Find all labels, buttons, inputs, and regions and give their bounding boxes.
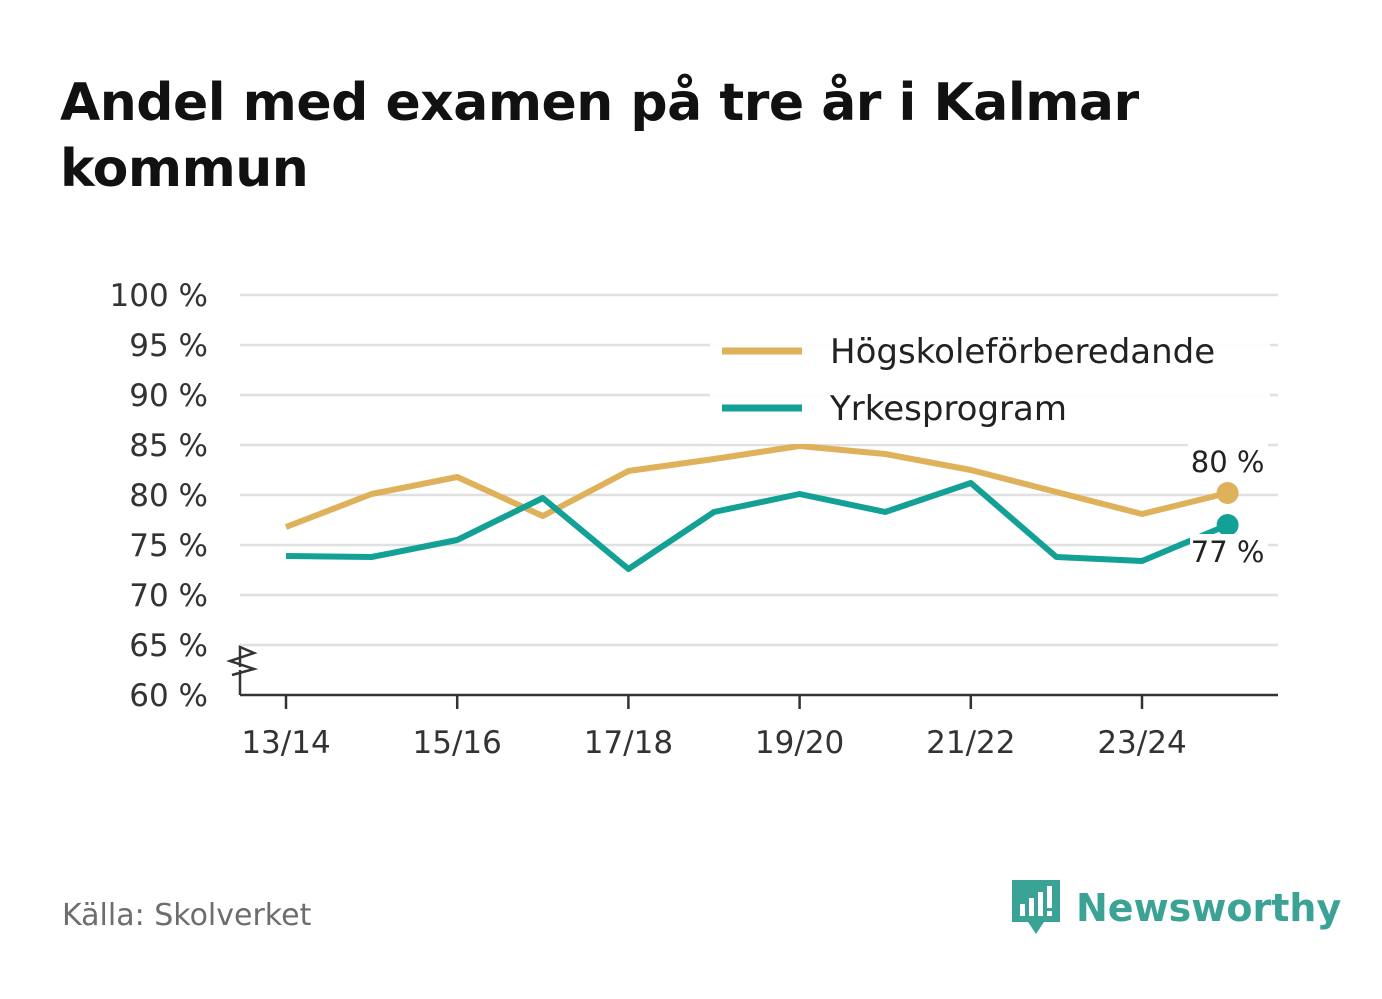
brand-name: Newsworthy [1076,886,1342,930]
end-point-marker [1216,514,1239,536]
end-labels: 80 % 77 % [1188,440,1268,570]
newsworthy-logo-icon [1012,880,1060,934]
x-tick-label: 15/16 [413,725,502,761]
x-tick-label: 23/24 [1097,725,1186,761]
axis-break-icon [226,645,259,677]
y-tick-label: 100 % [110,278,208,314]
brand-logo: Newsworthy [1010,878,1341,938]
y-tick-label: 80 % [129,478,208,514]
legend-label: Yrkesprogram [829,389,1067,429]
chart-title: Andel med examen på tre år i Kalmar komm… [60,73,1139,199]
y-tick-label: 90 % [129,378,208,414]
source-note: Källa: Skolverket [62,898,312,933]
end-label-hogskole: 80 % [1191,445,1265,479]
series-lines [284,443,1239,572]
x-tick-label: 13/14 [241,725,330,761]
y-tick-label: 75 % [129,528,208,564]
y-tick-label: 85 % [129,428,208,464]
legend: Högskoleförberedande Yrkesprogram [710,322,1270,444]
end-label-yrkes: 77 % [1191,535,1265,569]
x-axis-ticks: 13/14 15/16 17/18 19/20 21/22 23/24 [241,695,1187,761]
x-tick-label: 17/18 [584,725,673,761]
x-tick-label: 19/20 [755,725,844,761]
end-point-marker [1216,482,1239,504]
series-line-yrkes [285,480,1229,572]
y-tick-label: 65 % [129,628,208,664]
y-tick-label: 70 % [129,578,208,614]
legend-label: Högskoleförberedande [830,332,1215,372]
legend-background [710,322,1270,444]
axes [226,645,1278,697]
y-tick-label: 95 % [129,328,208,364]
label-halo [1188,440,1268,476]
y-tick-label: 60 % [129,678,208,714]
x-tick-label: 21/22 [926,725,1015,761]
series-line-hogskole [284,443,1229,530]
label-halo [1190,534,1268,570]
y-axis-ticks: 60 % 65 % 70 % 75 % 80 % 85 % 90 % 95 % 100 % [110,278,208,714]
